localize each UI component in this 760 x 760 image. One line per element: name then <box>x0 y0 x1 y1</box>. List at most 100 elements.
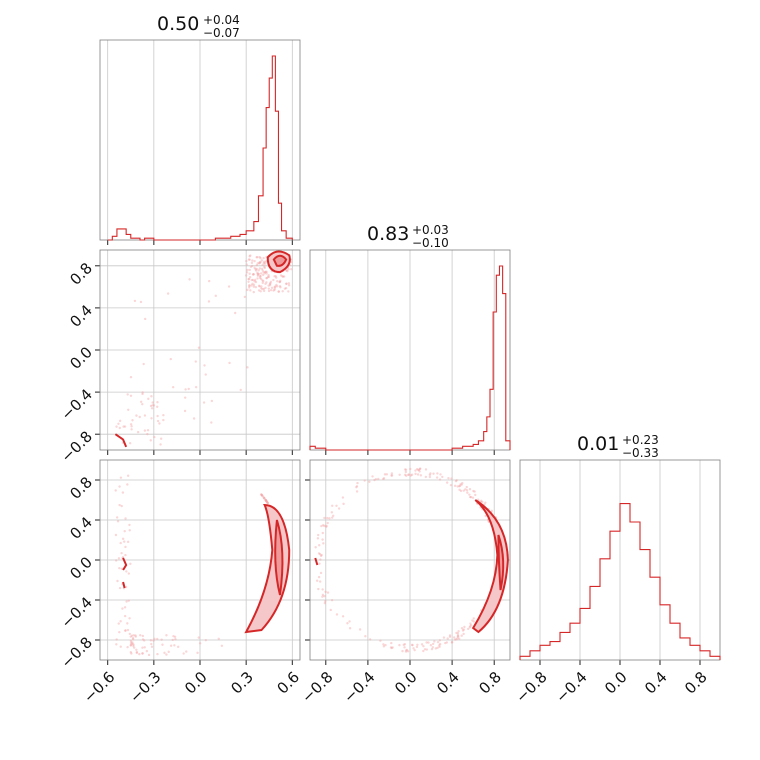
sample-point <box>260 287 263 290</box>
sample-point <box>131 642 134 646</box>
sample-point <box>248 276 252 279</box>
sample-point <box>425 648 429 651</box>
sample-point <box>348 627 352 630</box>
sample-point <box>438 639 442 642</box>
sample-point <box>462 489 465 492</box>
scatter-panel-var3-vs-var2: −0.8 −0.4 0.0 0.4 0.8 <box>298 459 511 707</box>
sample-point <box>135 651 138 655</box>
sample-point <box>455 638 458 641</box>
sample-point <box>176 645 180 649</box>
sample-point <box>468 493 471 496</box>
scatter-panel-var3-vs-var1: −0.6 −0.3 0.0 0.3 0.60.80.40.0−0.4−0.8 <box>58 459 303 707</box>
sample-point <box>402 643 405 647</box>
sample-point <box>138 415 141 419</box>
sample-point <box>146 428 150 432</box>
sample-point <box>331 504 334 507</box>
sample-point <box>287 284 291 287</box>
tick-label-x: 0.0 <box>181 668 211 698</box>
sample-point <box>255 256 258 259</box>
sample-point <box>471 619 474 622</box>
sample-point <box>248 284 251 287</box>
sample-point <box>250 278 253 282</box>
sample-point <box>410 643 414 647</box>
sample-point <box>432 472 435 475</box>
sample-point <box>239 388 242 392</box>
sample-point <box>263 496 266 500</box>
sample-point <box>459 483 462 486</box>
sample-point <box>314 546 317 549</box>
sample-point <box>464 488 467 491</box>
sample-point <box>149 404 153 408</box>
sample-point <box>156 419 160 423</box>
sample-point <box>404 468 408 471</box>
sample-point <box>264 286 267 290</box>
sample-point <box>277 290 280 293</box>
sample-point <box>233 311 237 315</box>
sample-point <box>438 478 442 481</box>
sample-point <box>319 558 322 561</box>
sample-point <box>430 647 434 651</box>
sample-point <box>322 523 325 527</box>
sample-point <box>262 496 266 499</box>
sample-point <box>413 648 416 652</box>
sample-point <box>247 258 251 261</box>
sample-point <box>466 627 470 631</box>
contour-inner <box>497 534 505 591</box>
sample-point <box>256 277 259 280</box>
panel-frame <box>309 459 511 661</box>
sample-point <box>139 634 142 637</box>
sample-point <box>128 632 132 636</box>
sample-point <box>473 490 476 493</box>
sample-point <box>127 572 131 575</box>
sample-point <box>438 645 441 649</box>
sample-point <box>131 641 134 644</box>
sample-point <box>403 468 407 471</box>
sample-point <box>115 516 119 519</box>
sample-point <box>258 267 262 270</box>
sample-point <box>123 614 127 618</box>
sample-point <box>329 608 332 612</box>
sample-point <box>404 650 408 653</box>
sample-point <box>129 635 132 638</box>
sample-point <box>326 516 329 520</box>
sample-point <box>126 622 129 625</box>
sample-point <box>143 639 146 642</box>
sample-point <box>275 285 279 288</box>
sample-point <box>321 531 325 535</box>
sample-point <box>131 638 135 641</box>
sample-point <box>258 261 262 265</box>
sample-point <box>252 285 256 288</box>
sample-point <box>425 641 428 644</box>
sample-point <box>484 501 487 504</box>
sample-point <box>204 373 207 376</box>
sample-point <box>165 634 168 637</box>
tick-label-y: −0.4 <box>58 385 96 423</box>
sample-point <box>278 285 282 288</box>
scatter-panel-var2-vs-var1: 0.8 0.4 0.0 −0.4 −0.8 <box>58 249 301 466</box>
sample-point <box>261 269 264 272</box>
sample-point <box>118 426 122 430</box>
sample-point <box>368 480 371 483</box>
sample-point <box>436 640 440 644</box>
sample-point <box>450 641 454 644</box>
sample-point <box>456 634 460 637</box>
sample-point <box>202 401 206 404</box>
sample-point <box>431 646 435 649</box>
sample-point <box>411 643 414 647</box>
sample-point <box>259 256 262 260</box>
sample-point <box>171 638 174 642</box>
sample-point <box>332 514 335 517</box>
sample-point <box>321 595 324 598</box>
sample-point <box>276 280 279 283</box>
sample-point <box>153 435 156 439</box>
sample-point <box>450 477 453 480</box>
sample-point <box>127 408 130 411</box>
sample-point <box>259 260 262 264</box>
sample-point <box>460 627 464 630</box>
sample-point <box>129 375 133 379</box>
sample-point <box>210 421 213 424</box>
sample-point <box>258 276 262 280</box>
sample-point <box>253 259 256 263</box>
sample-point <box>438 644 441 647</box>
sample-point <box>132 634 135 637</box>
